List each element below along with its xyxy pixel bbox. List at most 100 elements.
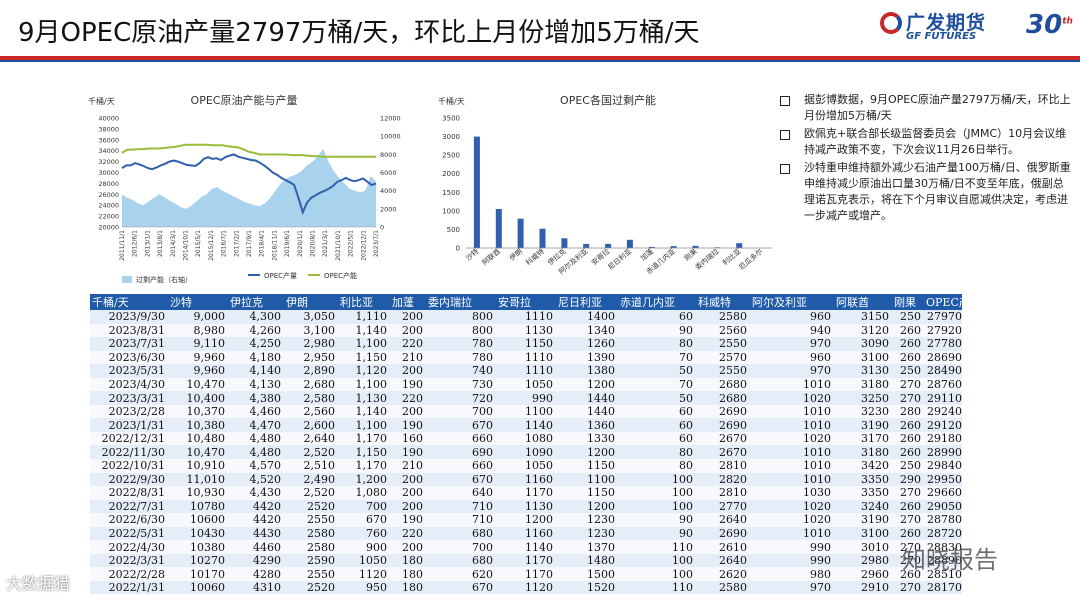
table-cell: 190: [390, 445, 426, 460]
chart1-x-tick: 2018/11/1: [271, 230, 278, 261]
table-cell: 2,580: [284, 391, 338, 405]
table-cell: 1,110: [338, 310, 390, 324]
table-cell: 4280: [228, 567, 284, 581]
chart2-bar: [495, 209, 502, 248]
table-cell: 3180: [834, 445, 892, 460]
table-cell: 2550: [696, 364, 750, 378]
table-row: 2022/3/31 10270 4290 2590 1050 180 680 1170 1480…: [90, 553, 962, 568]
table-cell: 2520: [284, 580, 338, 595]
table-cell: 270: [892, 391, 924, 405]
table-cell: 60: [618, 418, 696, 432]
table-cell: 100: [618, 499, 696, 514]
table-cell: 270: [892, 377, 924, 392]
commentary-item: 沙特重申维持额外减少石油产量100万桶/日、俄罗斯重申维持减少原油出口量30万桶…: [778, 160, 1073, 224]
table-cell: 2023/3/31: [90, 391, 168, 405]
chart1-left-tick: 28000: [98, 180, 119, 188]
table-cell: 190: [390, 513, 426, 527]
chart1-legend-label: OPEC产能: [324, 271, 357, 280]
table-header-cell: 安哥拉: [496, 294, 556, 310]
table-cell: 28510: [924, 567, 962, 581]
chart1-area-series: [122, 148, 376, 227]
table-cell: 1090: [496, 445, 556, 460]
table-cell: 29050: [924, 499, 962, 514]
header-divider-red: [0, 56, 1080, 60]
table-cell: 4460: [228, 540, 284, 554]
table-cell: 1,200: [338, 472, 390, 487]
table-cell: 1130: [496, 499, 556, 514]
table-cell: 4,140: [228, 364, 284, 378]
table-cell: 1390: [556, 350, 618, 365]
table-row: 2023/3/31 10,400 4,380 2,580 1,130 220 720 990 1…: [90, 391, 962, 405]
chart1-left-unit: 千桶/天: [88, 96, 115, 106]
table-cell: 1170: [496, 567, 556, 581]
table-cell: 1100: [496, 404, 556, 419]
chart1-x-tick: 2019/6/1: [284, 230, 291, 257]
table-header-cell: 伊朗: [284, 294, 338, 310]
table-cell: 250: [892, 459, 924, 473]
chart2-bar: [692, 245, 699, 248]
table-cell: 710: [426, 513, 496, 527]
anniversary-badge: 30th: [1026, 10, 1073, 40]
table-cell: 1330: [556, 431, 618, 446]
table-cell: 28830: [924, 540, 962, 554]
chart1-right-tick: 6000: [380, 169, 397, 177]
table-cell: 28890: [924, 553, 962, 568]
table-cell: 4310: [228, 580, 284, 595]
table-cell: 10,480: [168, 431, 228, 446]
chart1-right-tick: 4000: [380, 187, 397, 195]
table-cell: 640: [426, 486, 496, 500]
table-cell: 2590: [284, 553, 338, 568]
table-cell: 4,250: [228, 337, 284, 351]
chart1-x-tick: 2020/1/1: [297, 230, 304, 257]
table-cell: 970: [750, 364, 834, 378]
chart2-bar: [561, 238, 568, 248]
table-cell: 4420: [228, 499, 284, 514]
table-cell: 260: [892, 337, 924, 351]
chart1-left-tick: 20000: [98, 224, 119, 232]
chart2-y-tick: 1000: [442, 207, 460, 215]
chart1-x-tick: 2011/11/1: [119, 230, 126, 261]
table-row: 2022/6/30 10600 4420 2550 670 190 710 1200 1230 9…: [90, 513, 962, 527]
table-cell: 1,120: [338, 364, 390, 378]
table-cell: 1150: [496, 337, 556, 351]
table-cell: 2023/1/31: [90, 418, 168, 432]
table-cell: 70: [618, 377, 696, 392]
table-cell: 1010: [750, 526, 834, 541]
table-cell: 1150: [556, 459, 618, 473]
table-cell: 29840: [924, 459, 962, 473]
table-cell: 3,100: [284, 323, 338, 338]
chart1-x-tick: 2014/3/1: [170, 230, 177, 257]
chart1-spare-capacity-area: [122, 148, 376, 227]
table-row: 2023/2/28 10,370 4,460 2,560 1,140 200 700 1100…: [90, 404, 962, 419]
table-cell: 1110: [496, 364, 556, 378]
table-cell: 1140: [496, 418, 556, 432]
table-cell: 10600: [168, 513, 228, 527]
table-row: 2023/7/31 9,110 4,250 2,980 1,100 220 780 1150 1…: [90, 337, 962, 351]
table-cell: 2022/8/31: [90, 486, 168, 500]
table-header-cell: 阿联酋: [834, 294, 892, 310]
table-cell: 1,150: [338, 445, 390, 460]
table-cell: 29240: [924, 404, 962, 419]
table-cell: 11,010: [168, 472, 228, 487]
table-header-cell: 委内瑞拉: [426, 294, 496, 310]
table-cell: 28170: [924, 580, 962, 595]
table-cell: 2570: [696, 350, 750, 365]
table-cell: 1440: [556, 404, 618, 419]
chart1-x-tick: 2016/7/1: [221, 230, 228, 257]
table-cell: 4,470: [228, 418, 284, 432]
table-cell: 2023/7/31: [90, 337, 168, 351]
table-cell: 1360: [556, 418, 618, 432]
table-cell: 4290: [228, 553, 284, 568]
chart2-y-axis: 3500 3000 2500 2000 1500 1000 500 0: [442, 115, 460, 253]
table-cell: 2022/4/30: [90, 540, 168, 554]
table-cell: 10,470: [168, 445, 228, 460]
table-cell: 2022/11/30: [90, 445, 168, 460]
table-cell: 250: [892, 310, 924, 324]
table-cell: 1020: [750, 431, 834, 446]
table-cell: 4,460: [228, 404, 284, 419]
table-cell: 28490: [924, 364, 962, 378]
table-cell: 260: [892, 323, 924, 338]
table-cell: 2022/7/31: [90, 499, 168, 514]
table-cell: 29110: [924, 391, 962, 405]
table-cell: 200: [390, 540, 426, 554]
